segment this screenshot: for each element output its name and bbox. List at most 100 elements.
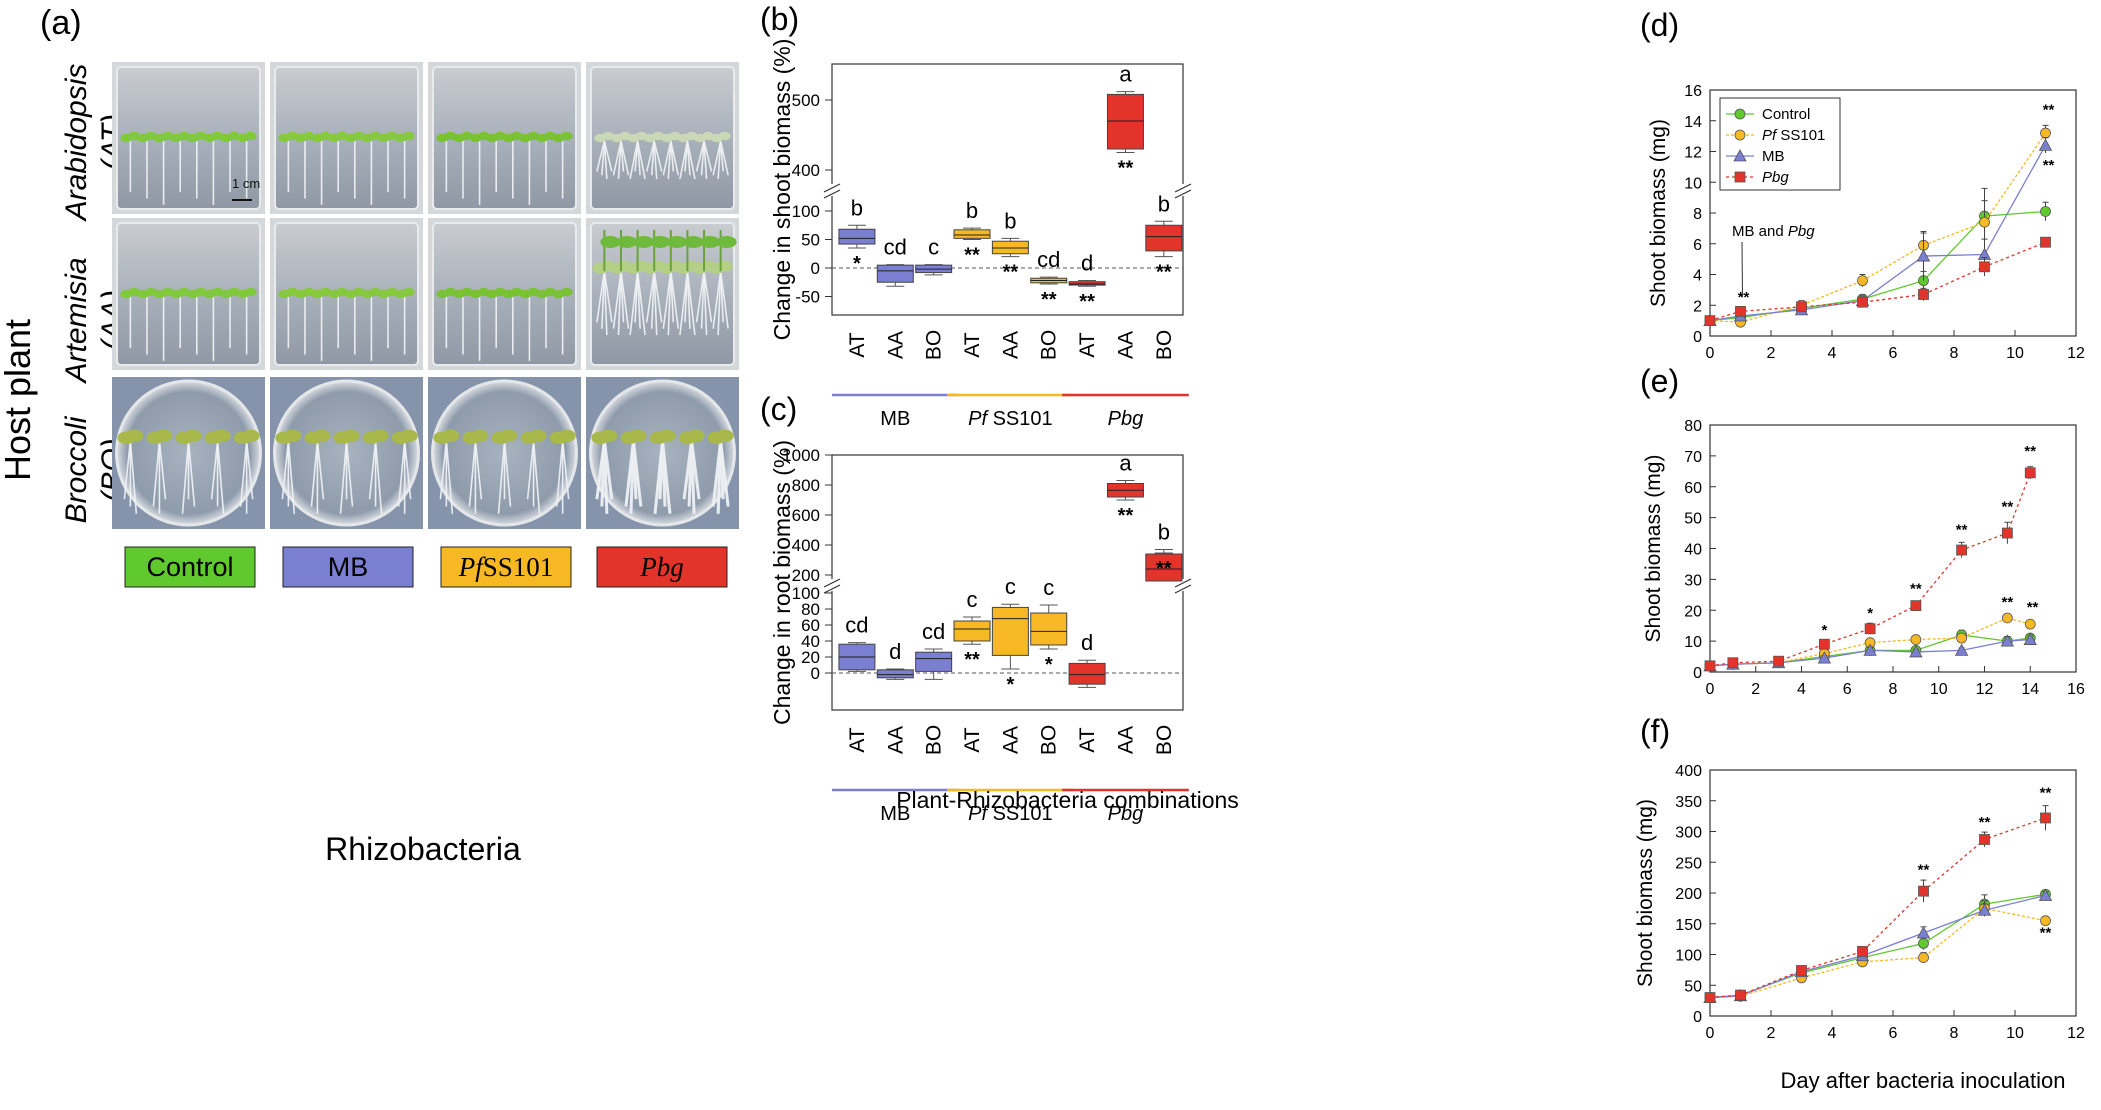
box-body <box>1106 93 1144 150</box>
box-letter: d <box>1081 630 1093 655</box>
plot-frame <box>1709 424 2077 673</box>
root <box>719 140 729 176</box>
x-tick-label-5: BO <box>1038 725 1061 755</box>
x-tick-label: 10 <box>2006 1025 2024 1042</box>
legend-box-label-0: Control <box>146 552 233 582</box>
root <box>561 440 570 500</box>
leaf <box>402 131 415 141</box>
legend-prefix: Pf <box>458 552 486 582</box>
point <box>2040 127 2051 139</box>
series-Pbg <box>1704 236 2051 327</box>
y-tick-label: 0 <box>1693 329 1702 346</box>
series-Pbg <box>1704 466 2036 672</box>
group-prefix: Pf <box>968 408 989 430</box>
y-tick-label: 1000 <box>782 446 820 465</box>
box-letter: d <box>889 639 901 664</box>
root <box>603 140 608 180</box>
leaf <box>212 429 231 443</box>
y-tick-label: 100 <box>792 584 820 603</box>
y-tick-label: 0 <box>1693 1009 1702 1026</box>
group-name: MB <box>880 408 910 430</box>
sig-star: ** <box>1738 289 1750 306</box>
box-letter: c <box>967 587 978 612</box>
x-tick-label: 4 <box>1797 681 1806 698</box>
plate <box>590 222 735 366</box>
root <box>602 440 614 500</box>
root <box>245 440 254 500</box>
x-tick-label: 0 <box>1706 681 1715 698</box>
y-tick-label: 20 <box>1684 603 1702 620</box>
point <box>2038 138 2053 151</box>
box-letter: b <box>966 198 978 223</box>
y-tick-label: 60 <box>1684 480 1702 497</box>
leaf <box>600 236 621 248</box>
root <box>686 140 696 180</box>
photo-r0-c3 <box>586 62 739 214</box>
sig-star: ** <box>1910 580 1922 597</box>
sig-star: ** <box>2027 599 2039 616</box>
box-6: d ** <box>1068 251 1106 313</box>
box-body <box>876 669 914 679</box>
point <box>1817 651 1832 664</box>
box-letter: d <box>1081 251 1093 276</box>
legend-marker <box>1734 108 1746 120</box>
legend-box-3 <box>596 546 728 588</box>
group-prefix: Pf <box>968 803 989 825</box>
box-body <box>838 228 876 245</box>
break-mark <box>1174 584 1192 594</box>
root <box>468 440 477 507</box>
point <box>1954 643 1969 656</box>
root <box>653 140 663 172</box>
break-mark <box>1174 183 1192 193</box>
root <box>661 440 672 514</box>
point <box>1910 634 1922 645</box>
host-plant-label: Host plant <box>0 319 38 481</box>
root <box>662 140 672 176</box>
box-letter: c <box>1005 574 1016 599</box>
y-tick-label: 50 <box>1684 511 1702 528</box>
y-tick-label: 40 <box>1684 542 1702 559</box>
row-name: Artemisia <box>60 257 93 384</box>
leaf <box>499 429 518 443</box>
y-tick-label: 100 <box>1675 948 1702 965</box>
photo-r1-c0 <box>112 218 265 370</box>
box-body <box>1145 553 1183 582</box>
group-name: Pbg <box>1108 408 1144 430</box>
point <box>1979 216 1990 228</box>
box-7: a ** <box>1106 62 1144 180</box>
photo-r2-c0 <box>112 377 265 529</box>
box-sig: ** <box>964 649 980 671</box>
point <box>1910 600 1922 612</box>
point <box>1773 655 1785 667</box>
root <box>345 440 354 507</box>
point <box>1979 261 1990 273</box>
box-letter: b <box>1158 520 1170 545</box>
box-body <box>876 264 914 283</box>
x-axis-label: Plant-Rhizobacteria combinations <box>896 787 1239 813</box>
root <box>281 440 290 500</box>
x-tick-label-5: BO <box>1038 330 1061 360</box>
root <box>316 440 325 500</box>
leaf <box>599 429 618 443</box>
root <box>596 140 606 172</box>
box-letter: a <box>1119 451 1132 476</box>
x-tick-label-1: AA <box>884 331 907 359</box>
series-SS101 <box>1704 900 2051 1003</box>
box-sig: ** <box>1118 505 1134 527</box>
x-tick-label-4: AA <box>999 726 1022 754</box>
legend-marker <box>1734 171 1746 183</box>
sig-star: * <box>1867 605 1873 622</box>
leaf <box>666 236 687 248</box>
root <box>670 140 680 176</box>
x-tick-label: 2 <box>1751 681 1760 698</box>
root <box>620 140 630 176</box>
root <box>690 440 701 500</box>
sig-star: ** <box>2024 443 2036 460</box>
root <box>503 440 512 507</box>
y-tick-label: 500 <box>792 91 820 110</box>
box-0: cd <box>838 613 876 672</box>
root <box>374 440 383 514</box>
x-tick-label: 12 <box>2067 1025 2085 1042</box>
x-tick-label: 2 <box>1767 345 1776 362</box>
photo-r1-c2 <box>428 218 581 370</box>
